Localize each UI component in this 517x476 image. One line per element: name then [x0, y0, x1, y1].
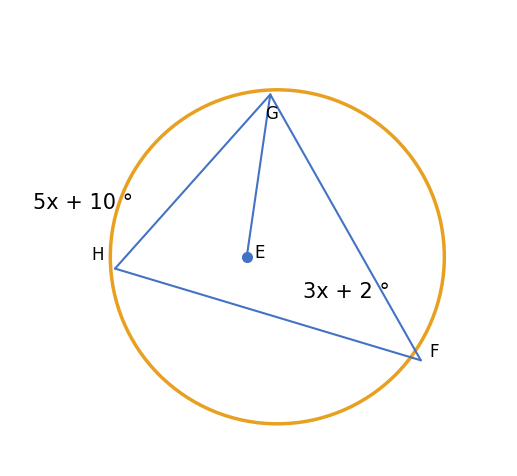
Text: H: H: [91, 247, 103, 264]
Text: E: E: [255, 244, 265, 262]
Text: G: G: [265, 105, 278, 123]
Text: F: F: [429, 343, 439, 361]
Text: 3x + 2 °: 3x + 2 °: [303, 282, 390, 302]
Text: 5x + 10 °: 5x + 10 °: [33, 193, 133, 213]
